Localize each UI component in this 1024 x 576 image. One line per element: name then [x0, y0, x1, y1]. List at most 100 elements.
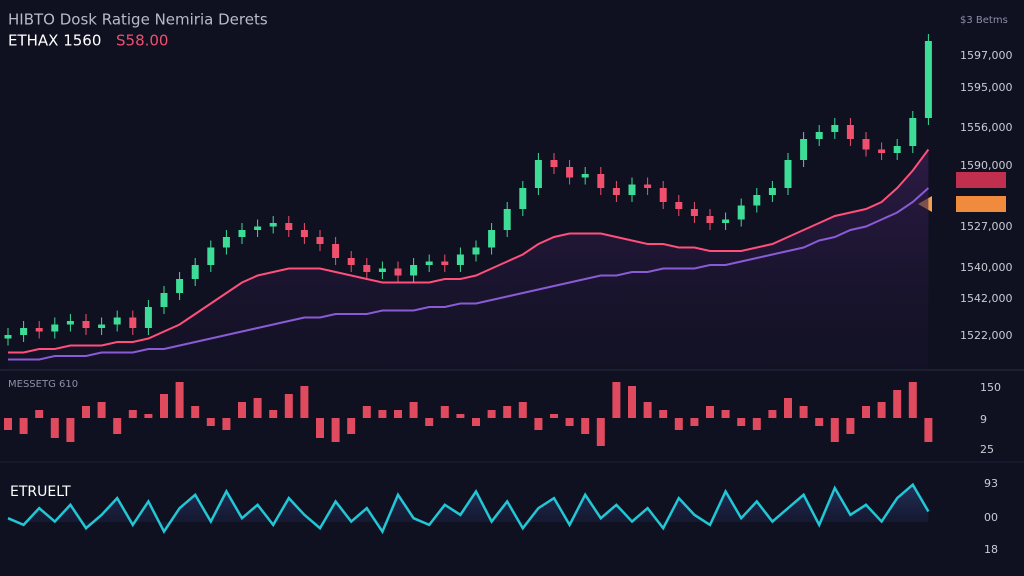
- price-label: 1556,000: [960, 121, 1013, 134]
- histogram-bar: [347, 418, 356, 434]
- histogram-bar: [269, 410, 278, 418]
- panel-label: 18: [984, 543, 998, 556]
- histogram-bar: [612, 382, 621, 418]
- ticker: ETHAX 1560: [8, 32, 101, 50]
- overlay-area: [8, 149, 929, 370]
- histogram-bar: [378, 410, 387, 418]
- price-tag: [956, 172, 1006, 188]
- histogram-bar: [472, 418, 480, 426]
- histogram-bar: [752, 418, 761, 430]
- candle-body: [753, 195, 761, 206]
- candle-body: [503, 209, 511, 230]
- candle-body: [285, 223, 293, 230]
- histogram-bar: [846, 418, 855, 434]
- histogram-bar: [113, 418, 122, 434]
- overlay-line: [8, 148, 930, 354]
- candle-body: [737, 205, 745, 220]
- candle-body: [628, 184, 636, 195]
- histogram-bar: [893, 390, 902, 418]
- candle-body: [254, 226, 262, 230]
- histogram-bar: [425, 418, 434, 426]
- histogram-bar: [534, 418, 543, 430]
- histogram-bar: [862, 406, 870, 418]
- price-label: 1595,000: [960, 81, 1013, 94]
- candle-body: [441, 261, 449, 265]
- histogram-bar: [565, 418, 574, 426]
- histogram-bar: [643, 402, 652, 418]
- histogram-bar: [66, 418, 75, 442]
- candle-body: [456, 254, 464, 265]
- histogram-bar: [706, 406, 714, 418]
- price-label: 1522,000: [960, 329, 1013, 342]
- candle-body: [4, 335, 12, 339]
- candle-body: [644, 184, 652, 188]
- candle-body: [784, 160, 792, 188]
- histogram-bar: [175, 382, 184, 418]
- price-label: 1590,000: [960, 159, 1013, 172]
- candle-body: [690, 209, 698, 216]
- histogram-bar: [799, 406, 808, 418]
- histogram-bar: [690, 418, 699, 426]
- histogram-bar: [581, 418, 590, 434]
- price: S58.00: [116, 32, 168, 50]
- panel-title: ETRUELT: [10, 484, 71, 500]
- candle-body: [300, 230, 308, 237]
- candle-body: [597, 174, 605, 188]
- panel-label: 25: [980, 443, 994, 456]
- histogram-bar: [82, 406, 90, 418]
- histogram-bar: [768, 410, 777, 418]
- candle-body: [722, 219, 730, 223]
- candle-body: [878, 149, 886, 153]
- candle-body: [378, 268, 386, 272]
- histogram-bar: [737, 418, 746, 426]
- candle-body: [35, 328, 43, 332]
- histogram-bar: [331, 418, 340, 442]
- price-label: 1597,000: [960, 49, 1013, 62]
- histogram-bar: [456, 414, 465, 418]
- histogram-bar: [253, 398, 262, 418]
- candle-body: [66, 321, 74, 325]
- candle-body: [534, 160, 542, 188]
- price-label: 1542,000: [960, 292, 1013, 305]
- candle-body: [488, 230, 496, 248]
- candle-body: [20, 328, 28, 335]
- candle-body: [363, 265, 371, 272]
- panel-title: MESSETG 610: [8, 379, 78, 390]
- candle-body: [659, 188, 667, 202]
- candle-body: [238, 230, 246, 237]
- histogram-bar: [877, 402, 886, 418]
- candle-body: [768, 188, 776, 195]
- price-tag: [956, 196, 1006, 212]
- histogram-bar: [924, 418, 933, 442]
- histogram-bar: [659, 410, 668, 418]
- candle-body: [144, 307, 152, 328]
- histogram-bar: [908, 382, 917, 418]
- histogram-bar: [394, 410, 402, 418]
- histogram-bar: [487, 410, 496, 418]
- candle-body: [815, 132, 823, 139]
- histogram-bar: [550, 414, 558, 418]
- corner-label: $3 Betms: [960, 15, 1008, 26]
- candle-body: [316, 237, 324, 244]
- candle-body: [394, 268, 402, 276]
- histogram-bar: [128, 410, 137, 418]
- histogram-bar: [316, 418, 324, 438]
- candle-body: [831, 125, 839, 132]
- candle-body: [82, 321, 90, 328]
- histogram-bar: [721, 410, 730, 418]
- panel-label: 150: [980, 381, 1001, 394]
- histogram-bar: [596, 418, 605, 446]
- candle-body: [98, 324, 106, 328]
- histogram-bar: [4, 418, 12, 430]
- candle-body: [207, 247, 215, 265]
- histogram-bar: [206, 418, 215, 426]
- histogram-bar: [222, 418, 231, 430]
- panel-label: 9: [980, 413, 987, 426]
- candle-body: [332, 244, 340, 258]
- candle-body: [581, 174, 589, 178]
- histogram-bar: [50, 418, 59, 438]
- histogram-bar: [440, 406, 449, 418]
- candle-body: [410, 265, 418, 276]
- candle-body: [176, 279, 184, 293]
